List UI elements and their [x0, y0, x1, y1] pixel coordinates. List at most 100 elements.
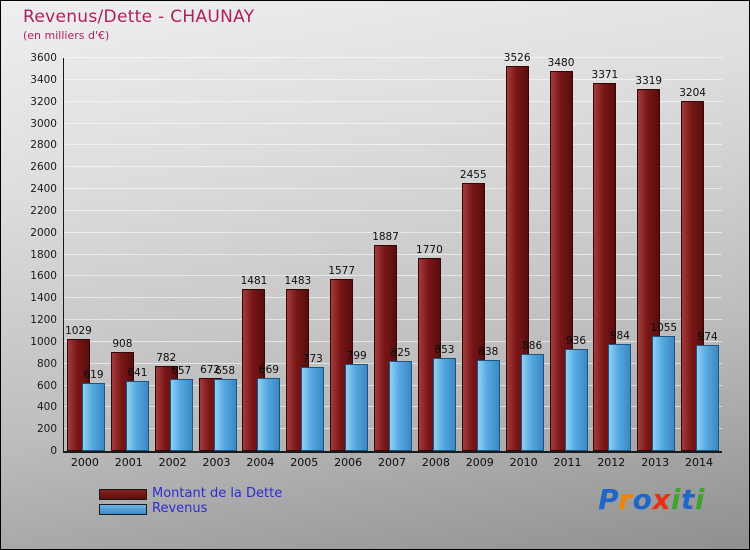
bar-value-dette-2006: 1577 [328, 264, 356, 277]
bar-value-revenus-2005: 773 [302, 352, 323, 365]
y-tick-label: 1400 [30, 292, 57, 305]
y-tick-label: 0 [50, 445, 57, 457]
x-tick-label-2004: 2004 [246, 456, 275, 469]
gridline [64, 188, 722, 189]
chart-title: Revenus/Dette - CHAUNAY [23, 7, 255, 27]
gridline [64, 100, 722, 102]
legend-label-0: Montant de la Dette [152, 486, 283, 501]
y-tick-label: 1000 [30, 335, 57, 348]
gridline [64, 57, 722, 58]
bar-value-revenus-2001: 641 [127, 367, 148, 380]
bar-revenus-2014 [696, 344, 720, 451]
legend-item-1: Revenus [99, 502, 282, 516]
bar-value-dette-2012: 3371 [591, 69, 619, 81]
x-axis: 2000 2001 2002 2003 2004 2005 2006 2007 2008 2009… [63, 453, 721, 473]
x-tick-label-2007: 2007 [377, 456, 406, 469]
x-tick-label-2013: 2013 [641, 456, 670, 469]
y-tick-label: 1600 [30, 270, 57, 283]
gridline [64, 209, 722, 211]
bar-value-dette-2007: 1887 [372, 231, 399, 244]
logo-letter-1: r [618, 483, 633, 516]
x-tick-label-2014: 2014 [685, 456, 714, 469]
bar-value-dette-2001: 908 [112, 337, 133, 350]
gridline [64, 166, 722, 168]
bar-value-revenus-2010: 886 [522, 340, 543, 353]
bar-value-revenus-2008: 853 [434, 343, 455, 356]
logo-letter-5: t [681, 483, 695, 516]
y-tick-label: 1200 [30, 314, 57, 326]
logo-letter-3: x [652, 483, 671, 516]
logo-letter-4: i [670, 483, 681, 516]
y-tick-label: 600 [36, 379, 57, 392]
bar-revenus-2002 [169, 379, 193, 451]
y-tick-label: 3200 [30, 95, 57, 108]
gridline [64, 231, 722, 233]
bar-value-revenus-2012: 984 [609, 329, 630, 342]
y-tick-label: 3600 [30, 52, 57, 64]
x-tick-label-2012: 2012 [597, 456, 626, 469]
bar-value-dette-2002: 782 [156, 351, 177, 364]
y-tick-label: 1800 [30, 248, 57, 261]
x-tick-label-2002: 2002 [158, 456, 187, 469]
bar-value-revenus-2014: 974 [697, 330, 718, 343]
bar-value-revenus-2007: 825 [390, 346, 411, 359]
bar-value-dette-2004: 1481 [240, 275, 268, 288]
y-tick-label: 800 [36, 357, 57, 370]
x-tick-label-2003: 2003 [202, 456, 231, 469]
bar-revenus-2007 [389, 360, 413, 451]
y-tick-label: 2000 [30, 226, 57, 239]
chart-subtitle: (en milliers d'€) [23, 29, 110, 42]
bar-value-revenus-2006: 799 [346, 349, 367, 362]
x-tick-label-2008: 2008 [421, 456, 450, 469]
bar-revenus-2009 [476, 359, 500, 451]
bar-value-revenus-2011: 936 [566, 334, 587, 347]
bar-revenus-2003 [213, 379, 237, 451]
gridline [64, 122, 722, 124]
bar-value-revenus-2004: 669 [258, 363, 279, 376]
y-tick-label: 2400 [30, 183, 57, 195]
legend-item-0: Montant de la Dette [99, 487, 282, 501]
bar-value-dette-2014: 3204 [679, 87, 706, 100]
y-axis: 0 200 400 600 800 1000 1200 1400 1600 1800 2000 220… [19, 52, 61, 457]
legend-swatch-1 [99, 503, 147, 515]
legend-label-1: Revenus [152, 501, 208, 516]
y-tick-label: 400 [36, 401, 57, 414]
legend: Montant de la Dette Revenus [99, 487, 282, 517]
x-tick-label-2001: 2001 [114, 456, 143, 469]
y-tick-label: 200 [36, 423, 57, 436]
bar-value-dette-2011: 3480 [547, 57, 575, 70]
logo-letter-6: i [694, 483, 705, 516]
bar-value-dette-2013: 3319 [635, 74, 663, 87]
bar-revenus-2001 [125, 381, 149, 451]
bar-value-dette-2005: 1483 [284, 275, 312, 288]
bar-value-revenus-2002: 657 [171, 365, 192, 378]
plot-area: 1029 619 908 641 782 657 672 658 1481 669 1483 773 1… [63, 52, 722, 453]
x-tick-label-2000: 2000 [70, 456, 99, 469]
y-tick-label: 3400 [30, 73, 57, 86]
proxiti-logo: Proxiti [598, 483, 705, 516]
gridline [64, 144, 722, 146]
y-tick-label: 3000 [30, 117, 57, 130]
x-tick-label-2011: 2011 [553, 456, 582, 469]
bar-revenus-2004 [257, 377, 281, 451]
bar-revenus-2011 [564, 348, 588, 451]
bar-revenus-2000 [82, 383, 105, 451]
gridline [64, 78, 722, 80]
bar-value-revenus-2003: 658 [215, 365, 236, 378]
bar-revenus-2012 [608, 343, 632, 451]
bar-value-dette-2008: 1770 [416, 243, 443, 256]
y-tick-label: 2600 [30, 161, 57, 174]
y-tick-label: 2200 [30, 204, 57, 217]
bar-revenus-2005 [301, 366, 325, 451]
bar-value-revenus-2013: 1055 [650, 321, 678, 334]
x-tick-label-2009: 2009 [465, 456, 494, 469]
x-tick-label-2005: 2005 [290, 456, 319, 469]
y-tick-label: 2800 [30, 139, 57, 152]
bar-value-revenus-2000: 619 [83, 369, 104, 382]
chart: 0 200 400 600 800 1000 1200 1400 1600 1800 2000 220… [19, 52, 723, 478]
bar-value-dette-2009: 2455 [459, 169, 487, 181]
bar-revenus-2013 [652, 335, 676, 451]
logo-letter-2: o [632, 483, 653, 516]
bar-revenus-2006 [345, 363, 369, 451]
x-tick-label-2010: 2010 [509, 456, 538, 469]
